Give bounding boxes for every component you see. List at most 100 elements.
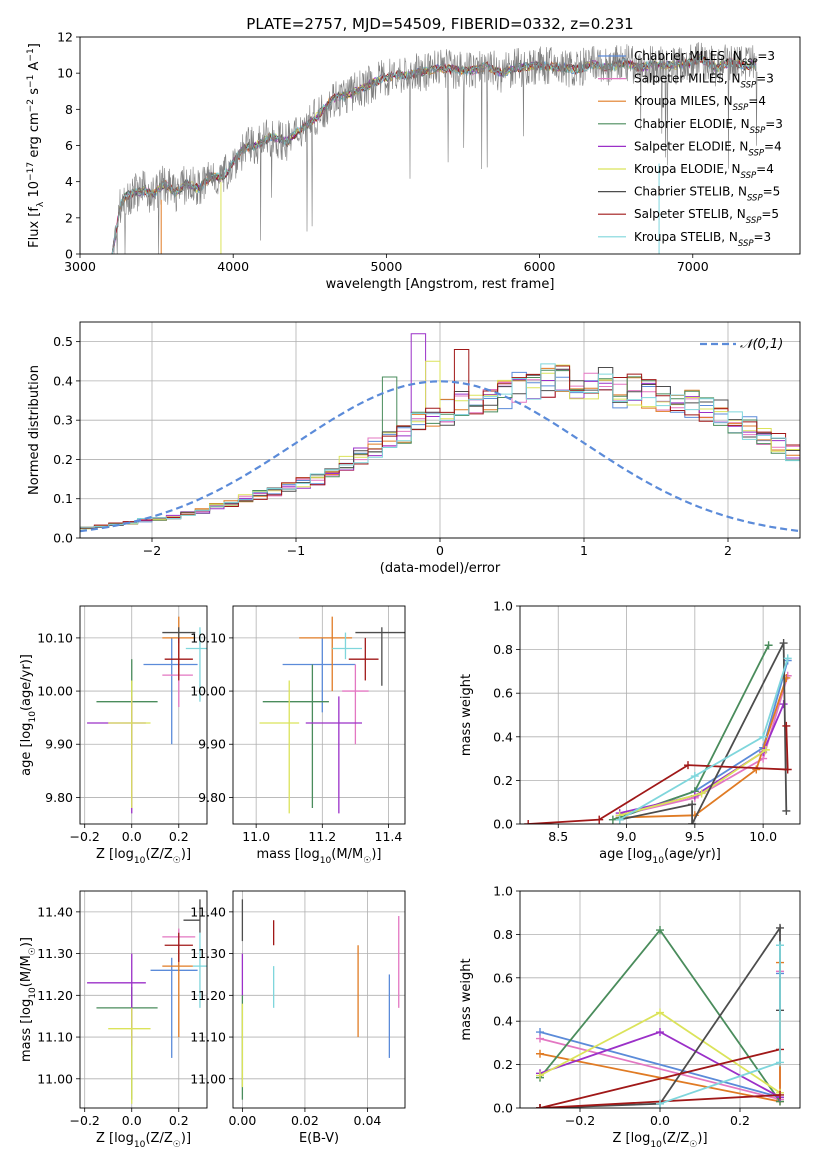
- legend-label-5: Kroupa ELODIE, NSSP=4: [634, 162, 774, 181]
- mass_vs_z-x-tick-label: 0.2: [169, 1113, 189, 1128]
- legend-label-7: Salpeter STELIB, NSSP=5: [634, 207, 779, 226]
- histogram-6: [80, 367, 800, 529]
- mass_vs_z-panel: [76, 891, 207, 1112]
- age_vs_mass-y-tick-label: 9.90: [198, 737, 226, 752]
- age_vs_z-x-tick-label: 0.0: [122, 829, 142, 844]
- mass_vs_z-x-tick-label: −0.2: [70, 1113, 100, 1128]
- legend-label-0: Chabrier MILES, NSSP=3: [634, 49, 775, 68]
- age_vs_mass-x-tick-label: 11.2: [308, 829, 336, 844]
- age_weights-marker-5: [761, 745, 770, 754]
- age_weights-marker-5: [697, 789, 706, 798]
- z_weights-y-tick-label: 1.0: [493, 884, 513, 899]
- legend-label-1: Salpeter MILES, NSSP=3: [634, 72, 774, 91]
- age_weights-marker-2: [752, 765, 761, 774]
- age_weights-marker-6: [688, 820, 697, 824]
- age_vs_mass-x-tick-label: 11.0: [242, 829, 270, 844]
- spectrum-y-tick-label: 8: [65, 102, 73, 117]
- mass_vs_z-y-tick-label: 11.20: [37, 988, 73, 1003]
- residuals-x-axis-label: (data-model)/error: [380, 561, 501, 576]
- z_weights-x-tick-label: −0.2: [565, 1113, 595, 1128]
- age_vs_mass-x-tick-label: 11.4: [375, 829, 403, 844]
- residuals-frame: [79, 321, 801, 539]
- age_vs_mass-x-axis-label: mass [log10(M/M☉)]: [257, 847, 382, 866]
- legend-normal-label: 𝒩(0,1): [740, 337, 783, 352]
- age_vs_z-y-tick-label: 9.90: [45, 737, 73, 752]
- spectrum-frame: [79, 36, 801, 255]
- age_vs_mass-frame: [232, 605, 406, 825]
- spectrum-x-tick-label: 5000: [370, 259, 402, 274]
- histogram-1: [80, 369, 800, 529]
- z_weights-marker-8: [776, 941, 784, 950]
- z_weights-marker-2: [536, 1049, 544, 1058]
- age_vs_z-y-tick-label: 10.10: [37, 630, 73, 645]
- age_vs_z-x-axis-label: Z [log10(Z/Z☉)]: [96, 847, 191, 866]
- age_weights-marker-7: [782, 721, 791, 730]
- age_vs_mass-y-tick-label: 10.10: [190, 630, 226, 645]
- age_weights-y-axis-label: mass weight: [459, 674, 474, 756]
- residuals-x-tick-label: −1: [287, 543, 305, 558]
- age_weights-y-tick-label: 1.0: [493, 599, 513, 614]
- legend-label-4: Salpeter ELODIE, NSSP=4: [634, 139, 782, 158]
- mass_vs_ebv-x-tick-label: 0.00: [228, 1113, 256, 1128]
- z_weights-marker-8: [776, 1058, 784, 1067]
- age_weights-y-tick-label: 0.0: [493, 817, 513, 832]
- histogram-0: [80, 371, 800, 528]
- z_weights-x-tick-label: 0.0: [650, 1113, 670, 1128]
- mass_vs_z-x-axis-label: Z [log10(Z/Z☉)]: [96, 1131, 191, 1150]
- age_weights-marker-7: [783, 765, 792, 774]
- legend-label-2: Kroupa MILES, NSSP=4: [634, 94, 766, 113]
- age_weights-marker-7: [684, 761, 692, 770]
- z_weights-y-axis-label: mass weight: [459, 958, 474, 1040]
- mass_vs_z-y-tick-label: 11.40: [37, 904, 73, 919]
- mass_vs_ebv-y-tick-label: 11.00: [190, 1071, 226, 1086]
- z_weights-marker-3: [656, 926, 664, 935]
- residuals-y-tick-label: 0.2: [53, 452, 73, 467]
- spectrum-x-tick-label: 4000: [217, 259, 249, 274]
- z_weights-marker-6: [776, 923, 784, 932]
- spectrum-y-axis-label: Flux [fλ 10−17 erg cm−2 s−1 A−1]: [26, 43, 46, 248]
- histogram-7: [80, 349, 800, 529]
- age_weights-marker-8: [759, 732, 768, 741]
- age_vs_z-points: [87, 616, 207, 814]
- mass_vs_ebv-panel: [229, 891, 405, 1112]
- z_weights-marker-5: [536, 1071, 544, 1080]
- legend-label-8: Kroupa STELIB, NSSP=3: [634, 230, 771, 249]
- residuals-y-tick-label: 0.1: [53, 491, 73, 506]
- spectrum-y-tick-label: 4: [65, 174, 73, 189]
- mass_vs_ebv-x-axis-label: E(B-V): [299, 1131, 339, 1146]
- age_vs_mass-panel: [229, 606, 405, 828]
- z_weights-marker-8: [656, 1099, 664, 1108]
- residuals-y-tick-label: 0.3: [53, 413, 73, 428]
- spectrum-x-axis-label: wavelength [Angstrom, rest frame]: [326, 277, 555, 292]
- age_vs_z-panel: [76, 606, 207, 828]
- spectrum-x-tick-label: 7000: [677, 259, 709, 274]
- age_weights-marker-6: [779, 639, 788, 648]
- age_weights-marker-8: [783, 654, 792, 663]
- spectrum-x-tick-label: 6000: [524, 259, 556, 274]
- spectrum-x-tick-label: 3000: [64, 259, 96, 274]
- mass_vs_z-frame: [79, 890, 208, 1109]
- age_weights-x-axis-label: age [log10(age/yr)]: [599, 847, 721, 866]
- age_weights-marker-7: [524, 820, 533, 824]
- spectrum-y-tick-label: 10: [57, 66, 73, 81]
- age_vs_mass-points: [259, 616, 405, 814]
- legend-label-3: Chabrier ELODIE, NSSP=3: [634, 117, 783, 136]
- mass_vs_ebv-y-tick-label: 11.30: [190, 946, 226, 961]
- age_weights-series-1: [619, 675, 789, 817]
- mass_vs_z-x-tick-label: 0.0: [122, 1113, 142, 1128]
- z_weights-x-axis-label: Z [log10(Z/Z☉)]: [612, 1131, 707, 1150]
- mass_vs_ebv-frame: [232, 890, 406, 1109]
- mass_vs_z-y-tick-label: 11.30: [37, 946, 73, 961]
- residuals-y-tick-label: 0.0: [53, 531, 73, 546]
- age_weights-marker-6: [782, 806, 791, 815]
- z_weights-marker-1: [536, 1034, 544, 1043]
- histogram-5: [80, 360, 800, 530]
- age_weights-series-6: [619, 642, 788, 824]
- residuals-y-tick-label: 0.4: [53, 373, 73, 388]
- age_weights-marker-8: [690, 772, 699, 781]
- age_weights-x-tick-label: 8.5: [548, 829, 568, 844]
- age_weights-series-2: [619, 677, 788, 819]
- figure-title: PLATE=2757, MJD=54509, FIBERID=0332, z=0…: [246, 15, 633, 33]
- age_vs_mass-y-tick-label: 10.00: [190, 684, 226, 699]
